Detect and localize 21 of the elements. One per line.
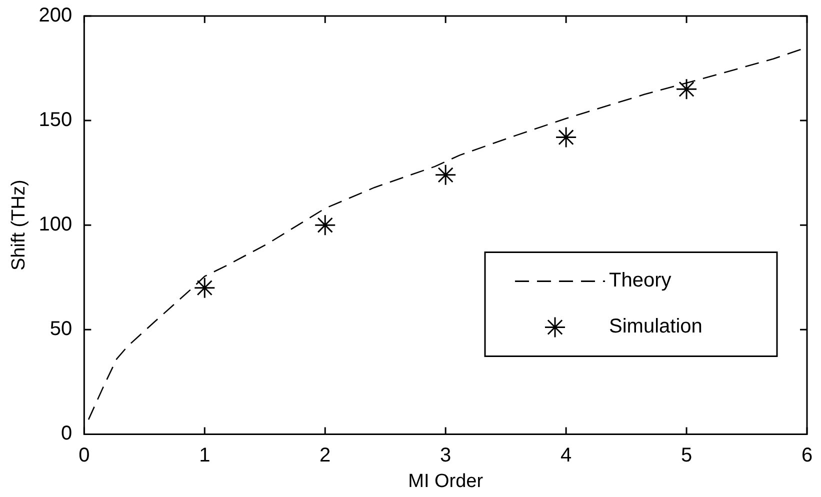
point bbox=[194, 277, 216, 299]
y-tick-label: 0 bbox=[61, 422, 72, 445]
x-tick-label: 4 bbox=[560, 444, 572, 467]
point bbox=[555, 126, 577, 148]
legend-label: Theory bbox=[609, 270, 672, 292]
x-tick-label: 5 bbox=[680, 444, 692, 467]
y-tick-label: 50 bbox=[50, 318, 72, 340]
legend-label: Simulation bbox=[609, 316, 702, 338]
x-tick-label: 6 bbox=[801, 444, 813, 467]
point bbox=[314, 214, 336, 236]
point bbox=[434, 164, 456, 186]
x-tick-label: 1 bbox=[199, 444, 210, 467]
x-tick-label: 2 bbox=[320, 444, 331, 467]
x-tick-label: 0 bbox=[78, 444, 90, 467]
y-tick-label: 100 bbox=[38, 214, 72, 236]
point bbox=[676, 78, 698, 100]
y-tick-label: 200 bbox=[38, 4, 72, 27]
x-axis-title: MI Order bbox=[408, 470, 484, 492]
x-tick-label: 3 bbox=[440, 444, 452, 467]
y-tick-label: 150 bbox=[38, 109, 72, 132]
y-axis-title: Shift (THz) bbox=[8, 180, 30, 270]
